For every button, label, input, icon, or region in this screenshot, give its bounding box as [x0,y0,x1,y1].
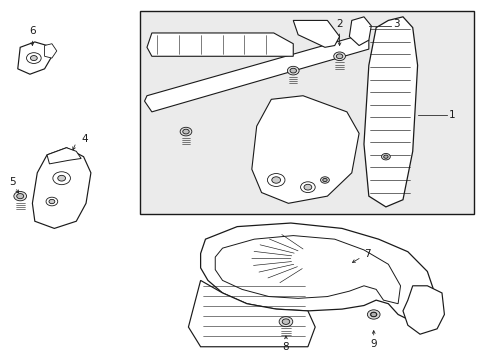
Circle shape [287,66,299,75]
Text: 6: 6 [29,26,36,36]
Circle shape [366,310,379,319]
Circle shape [320,177,329,183]
Polygon shape [402,286,444,334]
Circle shape [17,194,23,199]
Text: 9: 9 [369,339,376,349]
Polygon shape [215,235,400,304]
Circle shape [30,55,37,60]
Circle shape [271,177,280,183]
Circle shape [49,199,55,204]
Polygon shape [18,42,52,74]
Circle shape [370,312,376,317]
Circle shape [383,155,387,158]
Circle shape [289,68,296,73]
Polygon shape [147,33,293,56]
Circle shape [333,52,345,60]
Text: 8: 8 [282,342,289,352]
Circle shape [381,153,389,160]
Polygon shape [200,223,434,321]
Polygon shape [293,21,339,47]
Text: 7: 7 [363,248,370,258]
Text: 2: 2 [336,19,342,29]
Text: 4: 4 [81,134,87,144]
Circle shape [58,175,65,181]
Polygon shape [188,280,315,347]
Circle shape [26,53,41,63]
Bar [140,12,473,214]
Circle shape [279,317,292,327]
Circle shape [322,179,326,181]
Circle shape [14,192,26,201]
Polygon shape [251,96,358,203]
Circle shape [336,54,342,59]
Circle shape [183,129,189,134]
Circle shape [282,319,289,324]
Circle shape [300,182,315,193]
Polygon shape [144,35,368,112]
Circle shape [304,184,311,190]
Polygon shape [363,17,417,207]
Polygon shape [47,148,81,164]
Polygon shape [32,148,91,228]
Circle shape [53,172,70,185]
Text: 5: 5 [10,177,16,187]
Text: 3: 3 [392,19,399,29]
Polygon shape [44,44,57,58]
Polygon shape [348,17,370,45]
Circle shape [370,312,376,317]
Text: 1: 1 [448,111,455,121]
Circle shape [180,127,191,136]
Circle shape [46,197,58,206]
Circle shape [267,174,285,186]
